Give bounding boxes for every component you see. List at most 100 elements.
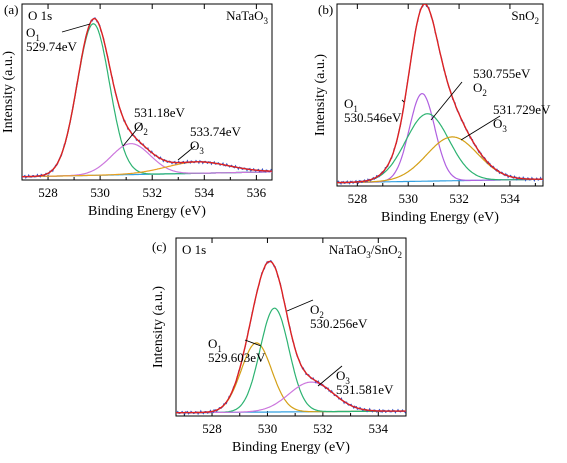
panel-b-annotation-3-text: O (493, 116, 502, 131)
panel-c-xtick-label: 528 (202, 421, 222, 436)
panel-c-sample-rest: /SnO (371, 242, 398, 257)
panel-a: 528 530 532 534 536 Binding Energy (eV) Intens… (1, 2, 273, 219)
panel-c-xtick-label: 534 (369, 421, 389, 436)
panel-a-annotation-1-line: 529.74eV (26, 39, 78, 54)
panel-b-annotation-3-line: O3 (493, 116, 507, 134)
panel-a-annotation-1-arrow-line (61, 23, 91, 33)
panel-a-annotation-3-text: O (190, 138, 199, 153)
panel-a-xtick-label: 530 (90, 185, 110, 200)
panel-a-annotation-1-line: O1 (26, 25, 40, 43)
panel-a-xtick-label: 528 (38, 185, 58, 200)
panel-c-sample-base: NaTaO (329, 242, 366, 257)
panel-b-annotation-1-text: 530.546eV (344, 110, 402, 125)
panel-b-sample-sub: 2 (535, 16, 540, 26)
panel-a-annotation-3-line: O3 (190, 138, 204, 156)
panel-c-envelope-fit-line (176, 260, 406, 414)
panel-c-annotation-2-text: O (310, 302, 319, 317)
panel-b-annotation-2-arrow-line (430, 81, 463, 121)
panel-b-annotation-1-line: O1 (344, 96, 358, 114)
panel-a-sample-sub: 3 (264, 16, 269, 26)
panel-c-sample-sub2: 2 (398, 250, 403, 260)
panel-b-annotation-3-arrow-line (460, 115, 501, 141)
panel-b-annotation-3-text: 531.729eV (493, 102, 551, 117)
panel-a-annotation-3-text: 533.74eV (190, 124, 242, 139)
panel-a-annotation-2-text: 531.18eV (134, 105, 186, 120)
panel-b-annotation-1-line: 530.546eV (344, 110, 402, 125)
panel-c-xtick-label: 532 (313, 421, 333, 436)
panel-a-envelope-fit-line (22, 17, 272, 178)
panel-b-raw-data-line (337, 4, 543, 186)
panel-c-annotation-2-text: 530.256eV (310, 316, 368, 331)
panel-b-annotation-1-text: O (344, 96, 353, 111)
panel-c-annotation-3-text: 531.581eV (336, 382, 394, 397)
panel-a-annotation-2: 531.18eVO2 (122, 105, 186, 147)
panel-a-annotation-2-arrow-line (122, 122, 143, 147)
panel-c-annotation-2-arrow-line (286, 299, 314, 312)
panel-a-annotation-1-text: O (26, 25, 35, 40)
panel-a-annotation-1-subscript: 1 (35, 33, 40, 43)
panel-a-xtick-label: 536 (247, 185, 267, 200)
panel-a-axes-frame (21, 3, 273, 181)
panel-a-ylabel: Intensity (a.u.) (1, 51, 16, 133)
panel-b-annotation-2-text: O (473, 80, 482, 95)
panel-b-xtick-label: 532 (449, 191, 469, 206)
panel-b-xtick-label: 534 (500, 191, 520, 206)
panel-c-annotation-3-text: O (336, 368, 345, 383)
panel-a-sample-label: NaTaO3 (226, 8, 268, 26)
panel-b-annotation-2-line: 530.755eV (473, 66, 531, 81)
panel-c-annotation-3-arrow-line (317, 365, 343, 387)
panel-c-annotation-1-arrow-line (244, 339, 262, 347)
panel-b-annotation-1-subscript: 1 (353, 104, 358, 114)
panel-b-envelope-fit-line (337, 4, 543, 184)
panel-a-annotation-3-line: 533.74eV (190, 124, 242, 139)
panel-a-annotation-3-arrow-line (177, 145, 196, 161)
panel-b-annotation-3-subscript: 3 (502, 124, 507, 134)
panel-b-peak-o3 (337, 136, 543, 184)
panel-a-sample-base: NaTaO (226, 8, 263, 23)
panel-a-annotation-2-line: 531.18eV (134, 105, 186, 120)
panel-c-annotation-1-text: O (208, 336, 217, 351)
panel-b-annotation-2-line: O2 (473, 80, 487, 98)
panel-a-xtick-label: 532 (142, 185, 162, 200)
panel-c-region-label: O 1s (182, 242, 206, 257)
panel-c-plot-area (176, 259, 406, 416)
panel-a-xtick-label: 534 (195, 185, 215, 200)
panel-b-xtick-label: 528 (348, 191, 368, 206)
panel-a-xlabel: Binding Energy (eV) (88, 204, 206, 219)
panel-c-annotation-3-line: O3 (336, 368, 350, 386)
panel-c-annotation-1-line: 529.603eV (208, 350, 266, 365)
panel-b-axes-frame (336, 3, 544, 187)
panel-b-ylabel: Intensity (a.u.) (313, 54, 328, 136)
panel-c-annotation-1-subscript: 1 (217, 344, 222, 354)
panel-a-label: (a) (4, 2, 18, 17)
panel-c-axes-frame (175, 237, 407, 417)
panel-b-sample-label: SnO2 (511, 8, 539, 26)
panel-c-xtick-label: 530 (258, 421, 278, 436)
panel-c-annotation-1-line: O1 (208, 336, 222, 354)
panel-a-region-label: O 1s (28, 8, 52, 23)
panel-b-xlabel: Binding Energy (eV) (381, 210, 499, 225)
panel-b-sample-base: SnO (511, 8, 534, 23)
panel-a-annotation-3-subscript: 3 (199, 146, 204, 156)
panel-a-annotation-2-line: O2 (134, 119, 148, 137)
panel-b-annotation-3-line: 531.729eV (493, 102, 551, 117)
panel-b-label: (b) (318, 2, 333, 17)
panel-c-ylabel: Intensity (a.u.) (151, 286, 166, 368)
panel-c-annotation-3-line: 531.581eV (336, 382, 394, 397)
panel-c-annotation-2-line: 530.256eV (310, 316, 368, 331)
panel-b-plot-area (337, 4, 543, 186)
panel-b-annotation-2-text: 530.755eV (473, 66, 531, 81)
panel-a-plot-area (22, 17, 272, 179)
panel-c: 528 530 532 534 Binding Energy (eV) Intensity… (151, 237, 407, 455)
panel-c-annotation-1-text: 529.603eV (208, 350, 266, 365)
panel-c-annotation-2-subscript: 2 (319, 310, 324, 320)
